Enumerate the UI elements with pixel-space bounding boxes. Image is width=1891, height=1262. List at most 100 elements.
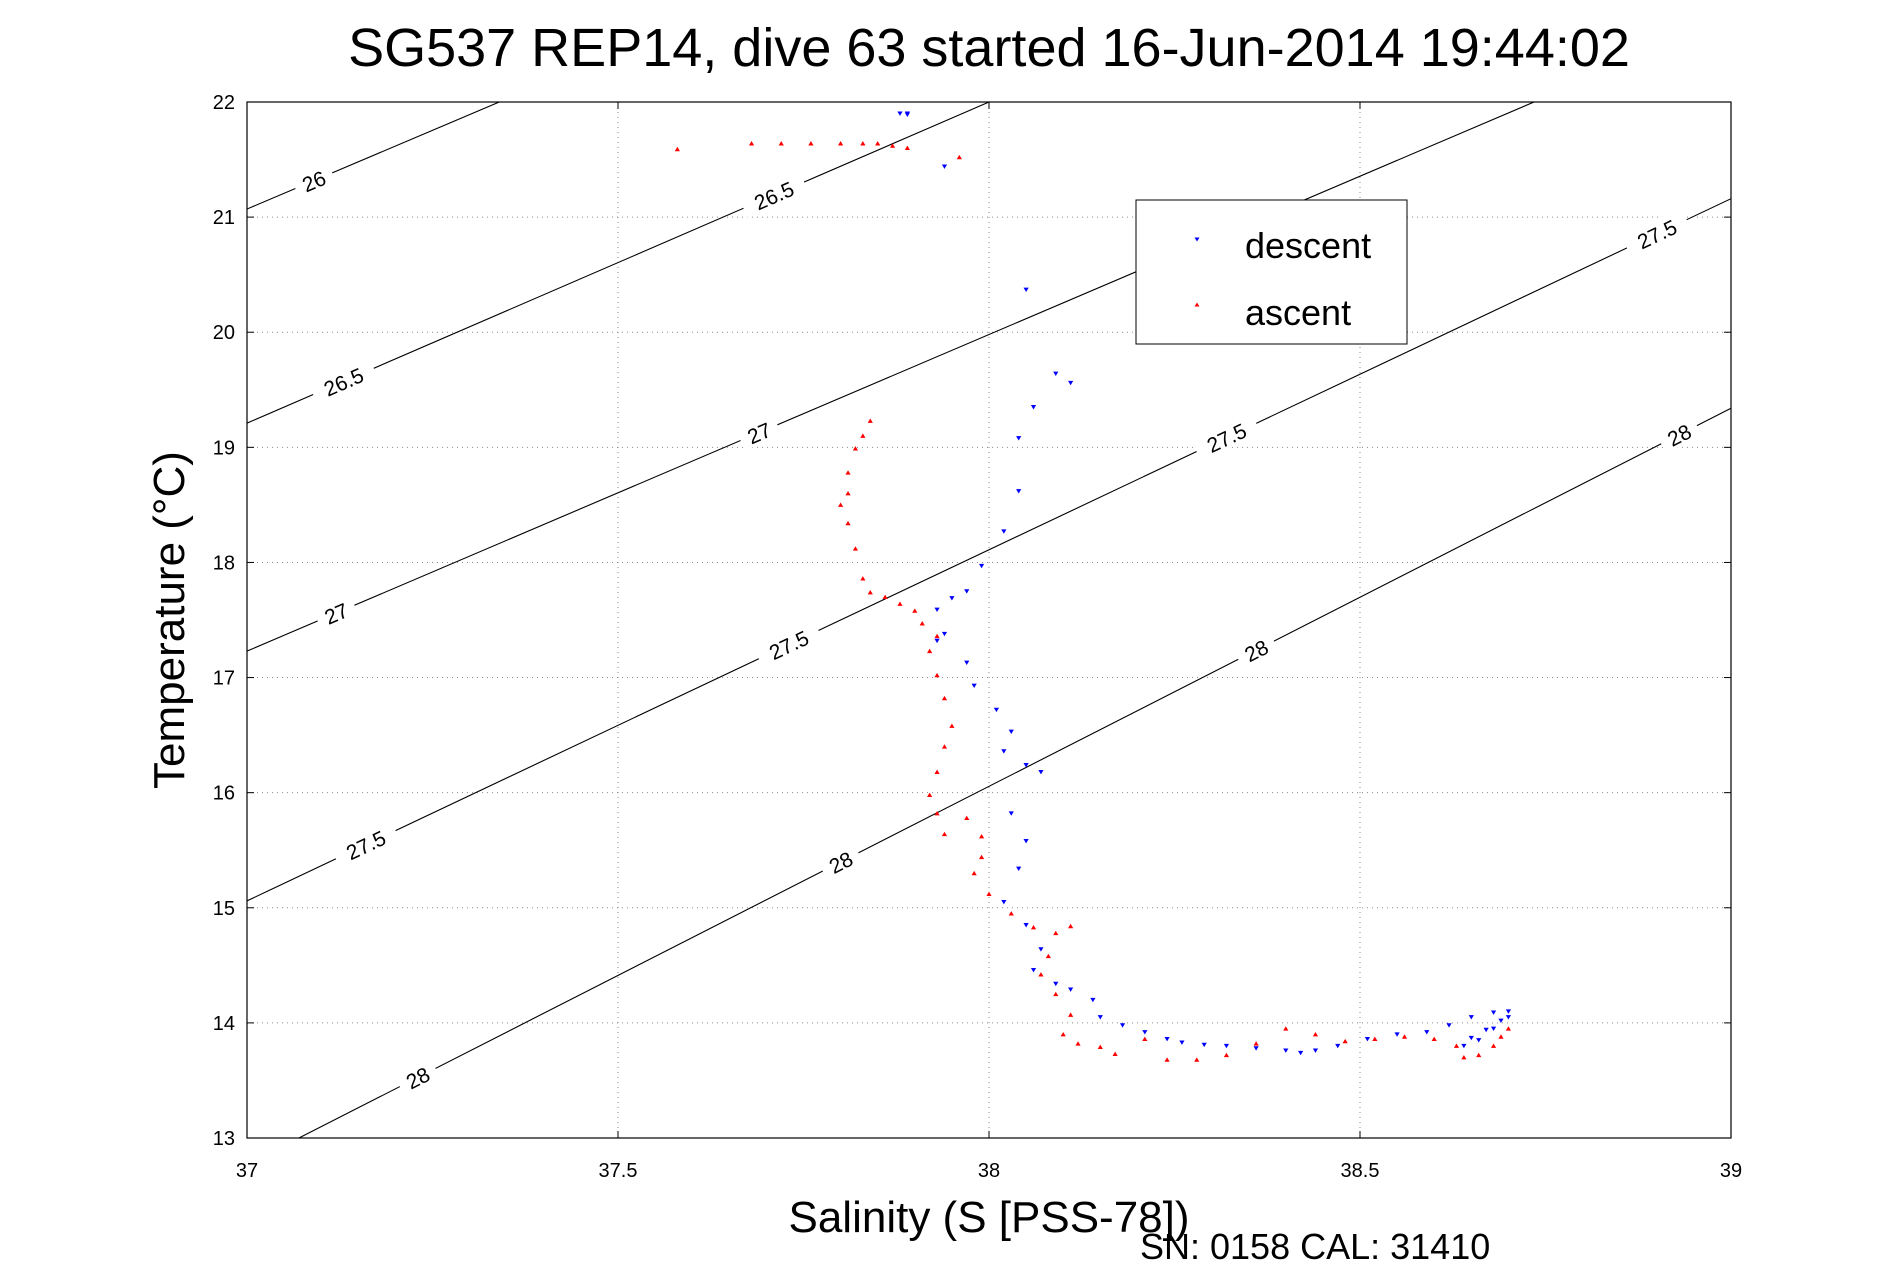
descent-point [1001, 749, 1007, 754]
y-tick-label: 16 [213, 783, 235, 805]
descent-point [1498, 1018, 1504, 1023]
ascent-point [1223, 1052, 1230, 1058]
ascent-point [1068, 923, 1074, 929]
contour-label-backdrop [738, 170, 809, 219]
descent-point [1394, 1032, 1400, 1037]
contour-label-backdrop [1621, 207, 1692, 258]
contour-label-backdrop [290, 160, 337, 199]
ascent-point [1053, 991, 1059, 997]
legend-ascent-marker [1194, 302, 1200, 307]
descent-point [1023, 287, 1029, 293]
density-contour-label: 27 [735, 412, 782, 451]
x-tick-label: 37.5 [599, 1160, 638, 1182]
ascent-point [1283, 1026, 1289, 1031]
ascent-point [1505, 1026, 1511, 1031]
descent-point [1030, 405, 1037, 410]
ascent-point [1008, 911, 1014, 916]
x-axis-ticks: 37 37.5 38 38.5 39 [236, 102, 1742, 1182]
descent-point [1023, 763, 1029, 768]
x-tick-label: 37 [236, 1160, 258, 1182]
descent-point [934, 638, 940, 644]
descent-point [949, 596, 955, 601]
ascent-point [919, 621, 925, 626]
x-tick-label: 39 [1720, 1160, 1742, 1182]
ascent-point [1431, 1036, 1437, 1042]
ascent-point [941, 744, 948, 749]
ascent-point [1372, 1036, 1378, 1042]
descent-point [1119, 1023, 1126, 1028]
ascent-point [986, 891, 992, 896]
descent-point [1030, 967, 1037, 973]
ascent-point [875, 141, 881, 146]
descent-point [1053, 371, 1059, 377]
y-tick-label: 22 [213, 92, 235, 114]
descent-series [897, 111, 1511, 1056]
ascent-point [852, 446, 859, 451]
ascent-point [882, 594, 888, 599]
ascent-point [1075, 1041, 1081, 1046]
contour-label-backdrop [1232, 629, 1279, 670]
contour-label-backdrop [753, 618, 824, 669]
ascent-point [1461, 1055, 1467, 1060]
ascent-point [1142, 1036, 1148, 1042]
descent-point [1023, 839, 1029, 844]
density-contour-line [298, 407, 1731, 1138]
descent-point [1483, 1027, 1489, 1033]
y-axis-ticks: 13 14 15 16 17 18 19 20 21 22 [213, 92, 1731, 1150]
ascent-point [1068, 1012, 1074, 1017]
legend-box [1135, 199, 1408, 345]
ascent-point [1194, 1057, 1200, 1062]
descent-point [1461, 1043, 1467, 1049]
y-tick-label: 14 [213, 1013, 235, 1035]
descent-point [1097, 1015, 1103, 1020]
serial-cal-footer: SN: 0158 CAL: 31410 [1140, 1226, 1490, 1262]
descent-point [1283, 1048, 1289, 1053]
legend-ascent-label: ascent [1245, 292, 1351, 333]
descent-point [1201, 1042, 1207, 1048]
ascent-point [934, 810, 940, 816]
ascent-point [860, 141, 866, 146]
descent-point [1053, 981, 1059, 987]
descent-point [1001, 900, 1007, 905]
ascent-point [927, 792, 933, 797]
descent-point [1008, 811, 1014, 816]
ascent-series [674, 141, 1511, 1062]
descent-point [1298, 1050, 1304, 1056]
ascent-point [934, 769, 940, 774]
ascent-point [1045, 953, 1051, 959]
y-tick-label: 15 [213, 898, 235, 920]
ascent-point [1476, 1052, 1482, 1058]
ascent-point [1312, 1032, 1319, 1037]
descent-point [1490, 1010, 1497, 1015]
descent-point [904, 111, 910, 116]
descent-point [1016, 436, 1022, 441]
ascent-point [1030, 924, 1037, 930]
ascent-point [978, 834, 985, 839]
y-tick-label: 21 [213, 207, 235, 229]
ascent-point [897, 601, 903, 606]
descent-point [993, 707, 1000, 713]
ascent-point [1112, 1051, 1118, 1056]
contour-label-backdrop [1655, 414, 1702, 454]
ascent-point [1342, 1038, 1348, 1044]
contour-label-backdrop [308, 356, 379, 405]
ascent-point [941, 831, 948, 837]
ascent-point [956, 154, 962, 160]
descent-point [1446, 1023, 1452, 1028]
descent-point [1505, 1009, 1511, 1014]
descent-point [1068, 987, 1074, 992]
descent-point [1364, 1037, 1371, 1042]
contour-label-backdrop [816, 841, 864, 881]
ascent-point [845, 490, 851, 496]
density-contour-label: 28 [1232, 629, 1279, 670]
ascent-point [852, 546, 859, 551]
ascent-point [867, 418, 873, 423]
ascent-point [838, 502, 844, 507]
density-contour-label: 27 [312, 593, 359, 632]
descent-point [1253, 1046, 1259, 1051]
descent-point [1023, 923, 1029, 928]
descent-point [897, 111, 903, 116]
legend: descent ascent [1135, 199, 1408, 345]
descent-point [1038, 947, 1044, 952]
